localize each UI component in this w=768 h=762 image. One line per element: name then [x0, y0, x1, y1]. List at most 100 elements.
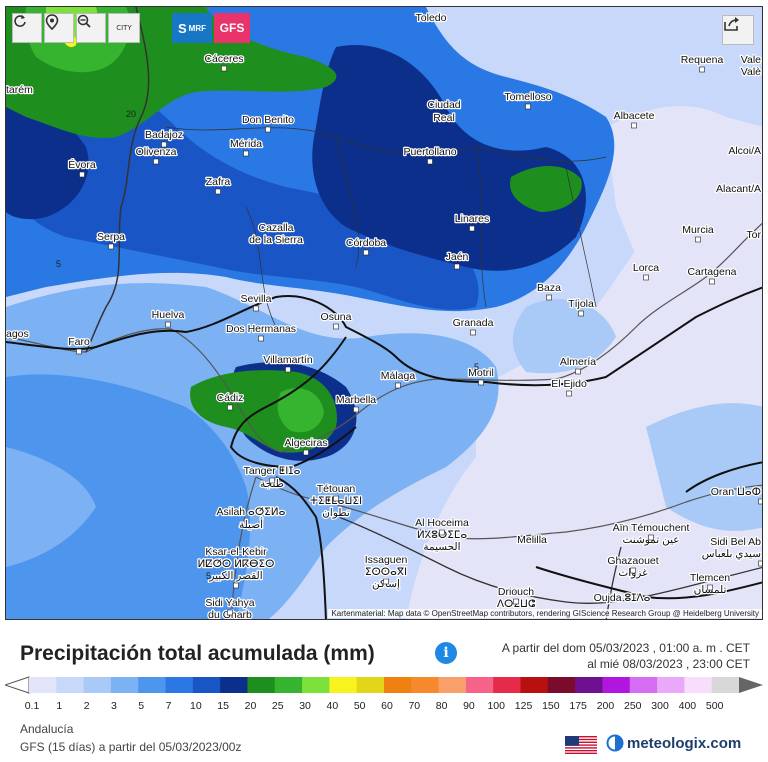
city-marker	[353, 406, 359, 413]
scale-bin	[629, 677, 658, 693]
city-marker	[383, 578, 389, 585]
scale-tick: 2	[83, 700, 90, 712]
city-marker	[258, 335, 264, 342]
city-marker	[227, 404, 233, 411]
scale-bin	[274, 677, 303, 693]
scale-tick: 100	[487, 700, 505, 712]
refresh-button[interactable]	[12, 13, 42, 43]
city-marker	[215, 188, 221, 195]
contour-label: 5	[474, 362, 479, 372]
area-2mm-east	[646, 403, 762, 531]
area-20mm-east	[510, 165, 582, 212]
location-button[interactable]	[44, 13, 74, 43]
city-label: Osuna	[321, 311, 352, 323]
precipitation-map[interactable]: Toledo Cáceres tarém Requena Vale Valè Tomello…	[5, 6, 763, 620]
city-label: سيدي بلعباس	[702, 548, 761, 560]
city-label: Al Hoceima	[415, 517, 469, 529]
city-marker	[285, 366, 291, 373]
city-label: Ciudad	[427, 99, 460, 111]
city-marker	[265, 126, 271, 133]
city-label: Serpa	[97, 231, 125, 243]
city-label: ⵉⵙⵙⴰⴳⵏ	[365, 566, 407, 578]
city-label: Dos Hermanas	[226, 323, 296, 335]
city-marker	[648, 534, 654, 541]
scale-tick: 250	[624, 700, 642, 712]
scale-bin	[438, 677, 467, 693]
city-marker	[758, 498, 762, 505]
city-label: القصر الكبير	[208, 570, 262, 582]
city-label: Huelva	[152, 309, 185, 321]
us-flag-icon[interactable]	[565, 736, 597, 754]
city-label: Issaguen	[365, 554, 408, 566]
zoom-out-button[interactable]	[76, 13, 106, 43]
city-marker	[363, 249, 369, 256]
scale-bin	[657, 677, 685, 693]
city-marker	[525, 103, 531, 110]
scale-tick: 1	[56, 700, 63, 712]
scale-tick: 50	[353, 700, 366, 712]
brand-logo[interactable]: meteologix.com	[606, 734, 741, 752]
city-label: Granada	[453, 317, 494, 329]
city-label: Lorca	[633, 262, 659, 274]
city-marker	[395, 382, 401, 389]
model-smrf-button[interactable]: S MRF	[172, 13, 212, 43]
scale-bin	[356, 677, 385, 693]
city-toggle-button[interactable]: CITY	[108, 13, 140, 43]
scale-tick: 400	[678, 700, 697, 712]
city-label: Ksar-el-Kebir	[205, 546, 267, 558]
city-marker	[643, 274, 649, 281]
city-label: Motril	[468, 367, 494, 379]
region-label: Andalucía	[20, 722, 74, 736]
city-label: Badajoz	[145, 129, 183, 141]
city-label: tarém	[6, 84, 33, 96]
scale-tick: 500	[705, 700, 724, 712]
city-label: Aïn Témouchent	[613, 522, 690, 534]
contour-label-layer: 20 5 5 5	[56, 109, 479, 581]
city-label: Zafra	[206, 176, 231, 188]
city-label: Driouch	[498, 586, 534, 598]
map-attribution: Kartenmaterial: Map data © OpenStreetMap…	[328, 609, 762, 618]
scale-bin	[575, 677, 603, 693]
city-marker	[253, 305, 259, 312]
city-marker	[695, 236, 701, 243]
city-marker	[303, 449, 309, 456]
city-marker	[709, 278, 715, 285]
date-to: al mié 08/03/2023 , 23:00 CET	[587, 657, 750, 671]
city-label: Faro	[68, 336, 90, 348]
city-label: Ghazaouet	[607, 555, 658, 567]
city-marker	[469, 225, 475, 232]
scale-bin	[220, 677, 248, 693]
scale-bin	[110, 677, 139, 693]
city-marker	[233, 582, 239, 589]
city-label: Cádiz	[217, 392, 244, 404]
city-marker	[566, 390, 572, 397]
share-button[interactable]	[722, 15, 754, 45]
info-button[interactable]: i	[435, 642, 457, 664]
city-marker	[454, 263, 460, 270]
city-label: Villamartín	[263, 354, 313, 366]
scale-tick: 5	[138, 700, 145, 712]
model-gfs-button[interactable]: GFS	[214, 13, 250, 43]
area-15mm	[312, 45, 586, 271]
highway-oujda	[535, 566, 762, 600]
border-province-2	[245, 136, 597, 328]
city-marker	[76, 348, 82, 355]
location-pin-icon	[45, 14, 59, 30]
scale-min-arrow	[5, 676, 30, 694]
scale-tick: 125	[514, 700, 533, 712]
city-label: طنجة	[260, 478, 285, 490]
city-label: Cartagena	[687, 266, 736, 278]
city-marker	[243, 150, 249, 157]
model-smrf-prefix: S	[178, 20, 187, 36]
contour-label: 5	[206, 571, 211, 581]
scale-bin	[29, 677, 57, 693]
scale-tick: 150	[542, 700, 560, 712]
scale-bin	[83, 677, 112, 693]
legend-title: Precipitación total acumulada (mm)	[20, 642, 375, 665]
city-marker	[578, 310, 584, 317]
meteologix-logo-icon	[606, 734, 624, 752]
scale-bin	[602, 677, 631, 693]
city-marker	[161, 141, 167, 148]
scale-tick: 20	[244, 700, 257, 712]
